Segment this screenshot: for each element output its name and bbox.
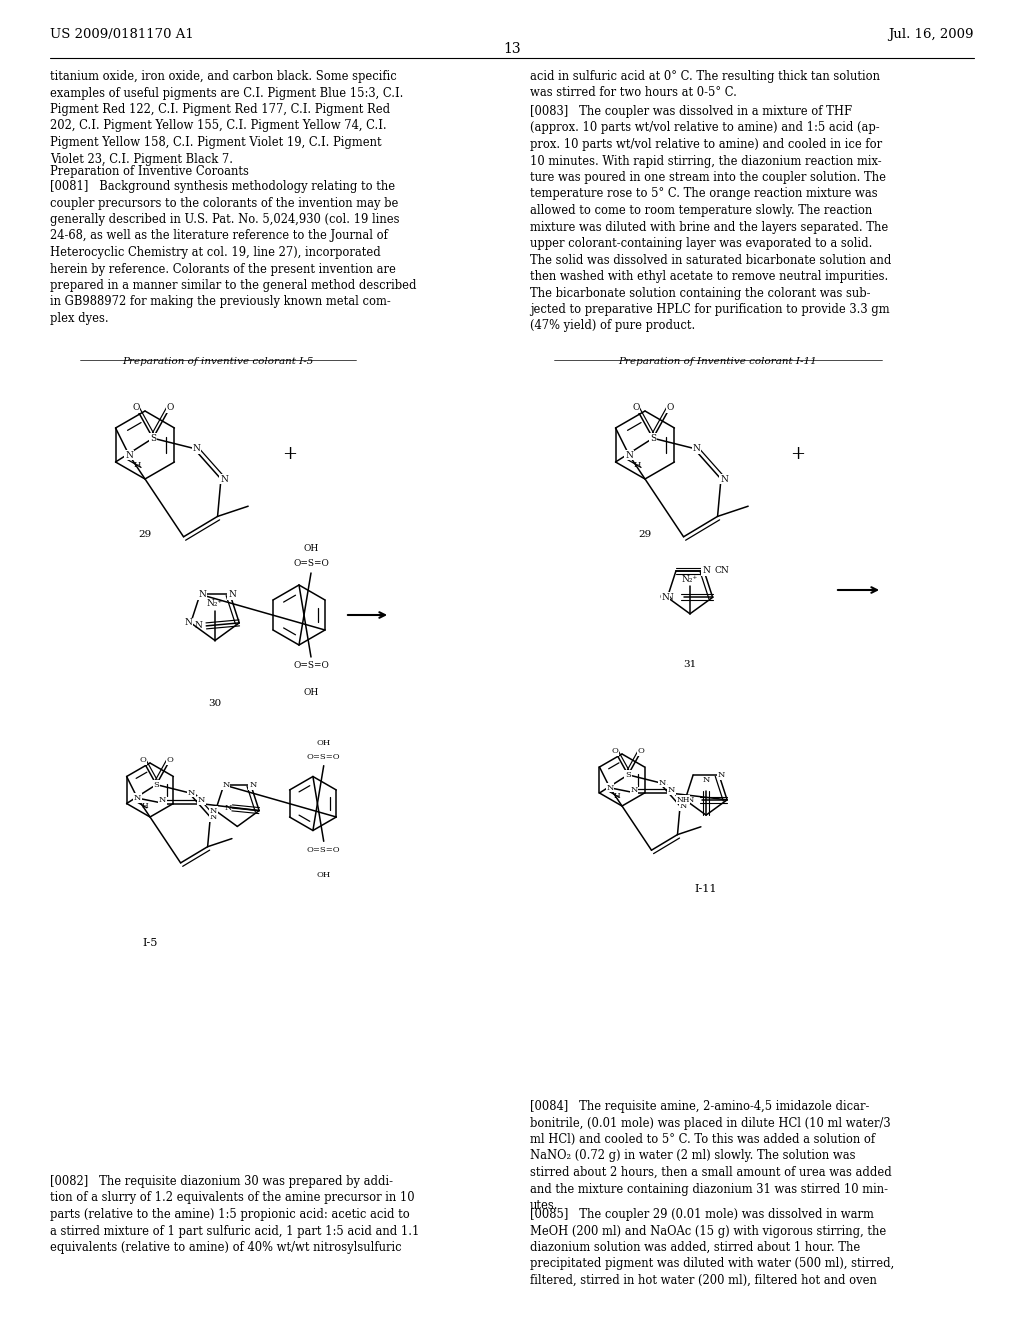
Text: N: N — [125, 450, 133, 459]
Text: [0085]   The coupler 29 (0.01 mole) was dissolved in warm
MeOH (200 ml) and NaOA: [0085] The coupler 29 (0.01 mole) was di… — [530, 1208, 894, 1287]
Text: N: N — [193, 444, 201, 453]
Text: O: O — [632, 403, 640, 412]
Text: N: N — [225, 804, 232, 812]
Text: N: N — [630, 785, 638, 795]
Text: O=S=O: O=S=O — [293, 661, 329, 671]
Text: S: S — [154, 780, 160, 788]
Text: N: N — [702, 566, 710, 576]
Text: Preparation of Inventive Coroants: Preparation of Inventive Coroants — [50, 165, 249, 178]
Text: N: N — [184, 618, 193, 627]
Text: N: N — [195, 622, 203, 631]
Text: N: N — [222, 781, 229, 789]
Text: O: O — [132, 403, 139, 412]
Text: Preparation of Inventive colorant I-11: Preparation of Inventive colorant I-11 — [618, 356, 817, 366]
Text: N: N — [693, 444, 700, 453]
Text: O: O — [611, 747, 618, 755]
Text: N: N — [686, 796, 694, 804]
Text: 31: 31 — [683, 660, 696, 669]
Text: N: N — [718, 771, 725, 779]
Text: +: + — [283, 445, 298, 463]
Text: [0082]   The requisite diazonium 30 was prepared by addi-
tion of a slurry of 1.: [0082] The requisite diazonium 30 was pr… — [50, 1175, 420, 1254]
Text: O: O — [638, 747, 644, 755]
Text: N: N — [220, 474, 228, 483]
Text: N₂⁺: N₂⁺ — [682, 574, 698, 583]
Text: N: N — [658, 779, 666, 787]
Text: OH: OH — [316, 739, 331, 747]
Text: H: H — [633, 461, 641, 469]
Text: acid in sulfuric acid at 0° C. The resulting thick tan solution
was stirred for : acid in sulfuric acid at 0° C. The resul… — [530, 70, 880, 99]
Text: I-5: I-5 — [142, 939, 158, 949]
Text: N: N — [188, 789, 196, 797]
Text: NH: NH — [677, 796, 690, 804]
Text: N: N — [720, 474, 728, 483]
Text: N: N — [606, 784, 613, 792]
Text: I-11: I-11 — [695, 884, 718, 894]
Text: H: H — [141, 803, 148, 810]
Text: O=S=O: O=S=O — [307, 754, 341, 762]
Text: S: S — [650, 434, 656, 442]
Text: N: N — [702, 776, 710, 784]
Text: 29: 29 — [638, 531, 651, 539]
Text: OH: OH — [316, 871, 331, 879]
Text: US 2009/0181170 A1: US 2009/0181170 A1 — [50, 28, 194, 41]
Text: N: N — [626, 450, 633, 459]
Text: N: N — [159, 796, 166, 804]
Text: OH: OH — [303, 544, 318, 553]
Text: [0081]   Background synthesis methodology relating to the
coupler precursors to : [0081] Background synthesis methodology … — [50, 180, 417, 325]
Text: OH: OH — [303, 688, 318, 697]
Text: 13: 13 — [503, 42, 521, 55]
Text: N: N — [210, 813, 217, 821]
Text: O: O — [166, 756, 173, 764]
Text: 30: 30 — [208, 700, 221, 708]
Text: CN: CN — [659, 593, 674, 602]
Text: N: N — [198, 796, 205, 804]
Text: O: O — [139, 756, 146, 764]
Text: titanium oxide, iron oxide, and carbon black. Some specific
examples of useful p: titanium oxide, iron oxide, and carbon b… — [50, 70, 403, 165]
Text: CN: CN — [715, 566, 729, 576]
Text: O=S=O: O=S=O — [307, 846, 341, 854]
Text: O=S=O: O=S=O — [293, 560, 329, 569]
Text: Preparation of inventive colorant I-5: Preparation of inventive colorant I-5 — [122, 356, 313, 366]
Text: S: S — [625, 771, 631, 779]
Text: +: + — [791, 445, 806, 463]
Text: S: S — [150, 434, 156, 442]
Text: N: N — [662, 593, 670, 602]
Text: N: N — [249, 781, 256, 789]
Text: O: O — [166, 403, 174, 412]
Text: N: N — [198, 590, 206, 599]
Text: N: N — [679, 803, 687, 810]
Text: H: H — [133, 461, 140, 469]
Text: N: N — [668, 785, 676, 795]
Text: N: N — [210, 807, 217, 814]
Text: [0084]   The requisite amine, 2-amino-4,5 imidazole dicar-
bonitrile, (0.01 mole: [0084] The requisite amine, 2-amino-4,5 … — [530, 1100, 892, 1212]
Text: [0083]   The coupler was dissolved in a mixture of THF
(approx. 10 parts wt/vol : [0083] The coupler was dissolved in a mi… — [530, 106, 891, 333]
Text: H: H — [613, 792, 621, 800]
Text: N: N — [228, 590, 236, 599]
Text: Jul. 16, 2009: Jul. 16, 2009 — [889, 28, 974, 41]
Text: 29: 29 — [138, 531, 152, 539]
Text: N₂⁺: N₂⁺ — [207, 599, 223, 609]
Text: O: O — [667, 403, 674, 412]
Text: N: N — [134, 795, 141, 803]
